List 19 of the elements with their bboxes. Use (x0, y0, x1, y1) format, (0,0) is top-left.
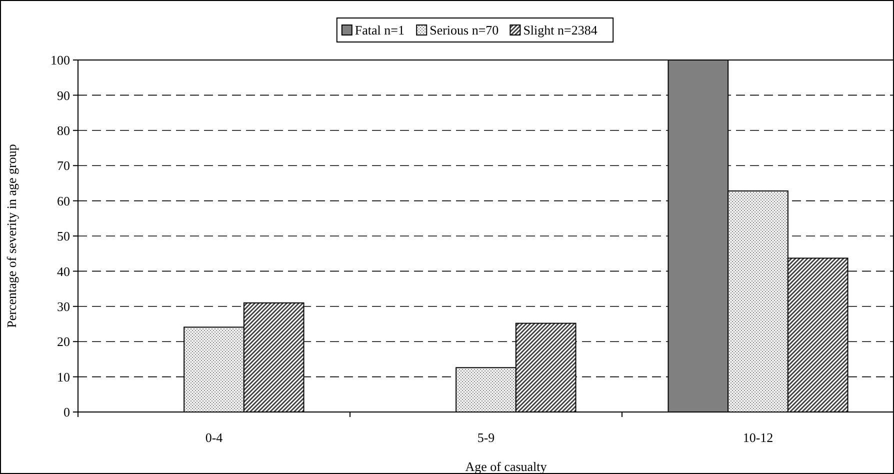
y-tick-label: 20 (57, 334, 70, 350)
y-tick-label: 50 (57, 228, 70, 244)
y-tick-label: 10 (57, 369, 70, 384)
x-tick-label: 0-4 (205, 430, 224, 445)
y-tick-label: 0 (64, 404, 70, 420)
y-tick-label: 30 (57, 298, 70, 314)
y-tick-label: 80 (57, 122, 70, 138)
legend-label: Slight n=2384 (523, 22, 598, 38)
x-tick-label: 10-12 (742, 430, 774, 445)
y-tick-label: 90 (57, 88, 70, 103)
y-axis-title: Percentage of severity in age group (4, 144, 19, 328)
x-axis-title: Age of casualty (465, 459, 548, 474)
y-tick-label: 100 (50, 52, 70, 68)
legend-label: Serious n=70 (430, 22, 499, 38)
x-tick-label: 5-9 (477, 430, 495, 445)
y-tick-label: 70 (57, 158, 70, 174)
y-tick-label: 40 (57, 264, 70, 279)
y-tick-label: 60 (57, 193, 70, 208)
legend-label: Fatal n=1 (354, 22, 404, 38)
